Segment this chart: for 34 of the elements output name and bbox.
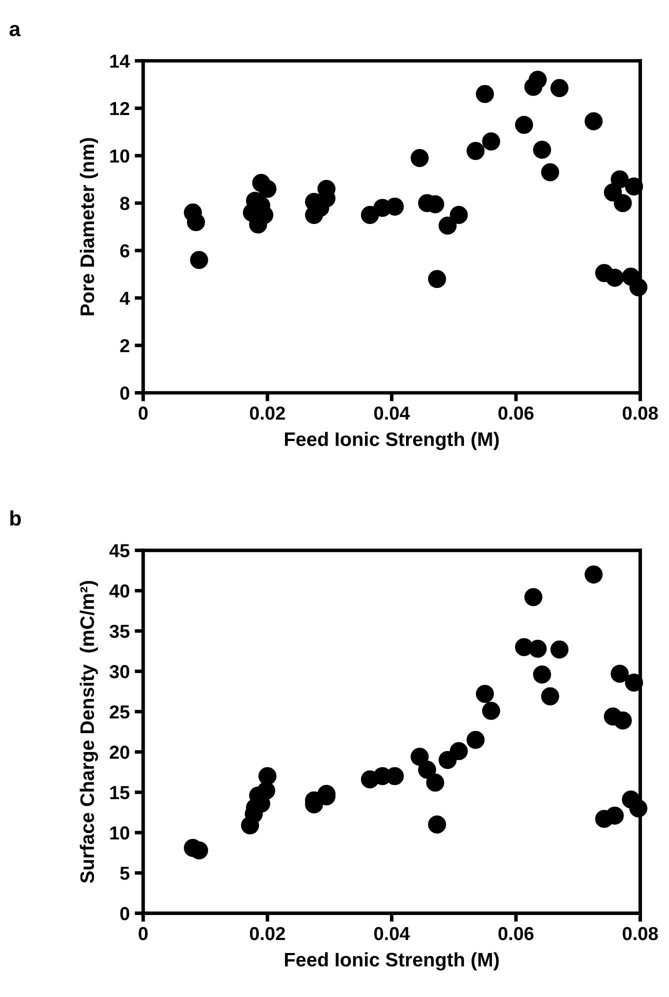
x-axis-title: Feed Ionic Strength (M) (284, 432, 499, 450)
y-tick-label: 10 (110, 826, 130, 840)
y-tick-label: 6 (120, 244, 130, 258)
x-axis-title: Feed Ionic Strength (M) (284, 952, 499, 970)
y-tick-label: 25 (110, 705, 130, 719)
y-tick-label: 40 (109, 584, 130, 598)
x-tick-label: 0.02 (250, 926, 285, 940)
y-tick-label: 8 (120, 196, 130, 210)
y-tick-label: 20 (110, 746, 130, 759)
y-axis-title: Surface Charge Density (mC/m²) (80, 580, 98, 884)
x-tick-label: 0.06 (498, 406, 534, 420)
x-tick-label: 0.04 (374, 926, 410, 940)
y-tick-label: 10 (110, 149, 130, 163)
y-tick-label: 12 (110, 102, 130, 116)
y-tick-label: 5 (120, 866, 130, 880)
x-tick-label: 0.08 (622, 406, 658, 420)
y-tick-label: 35 (110, 624, 130, 638)
y-tick-label: 30 (110, 665, 130, 678)
y-tick-label: 0 (120, 906, 130, 920)
y-axis-title: Pore Diameter (nm) (80, 138, 98, 316)
y-tick-label: 45 (109, 544, 130, 558)
x-tick-label: 0.04 (374, 406, 410, 420)
x-tick-label: 0.08 (622, 926, 658, 940)
y-tick-label: 2 (120, 339, 130, 352)
x-tick-label: 0.02 (250, 406, 285, 420)
x-tick-label: 0 (138, 926, 148, 940)
y-tick-label: 14 (110, 54, 130, 68)
y-tick-label: 15 (110, 786, 130, 800)
chart-title: b (10, 510, 21, 526)
chart-title: a (10, 24, 21, 36)
y-tick-label: 4 (120, 292, 130, 305)
y-tick-label: 0 (120, 386, 130, 400)
x-tick-label: 0 (138, 406, 148, 420)
x-tick-label: 0.06 (498, 926, 534, 940)
